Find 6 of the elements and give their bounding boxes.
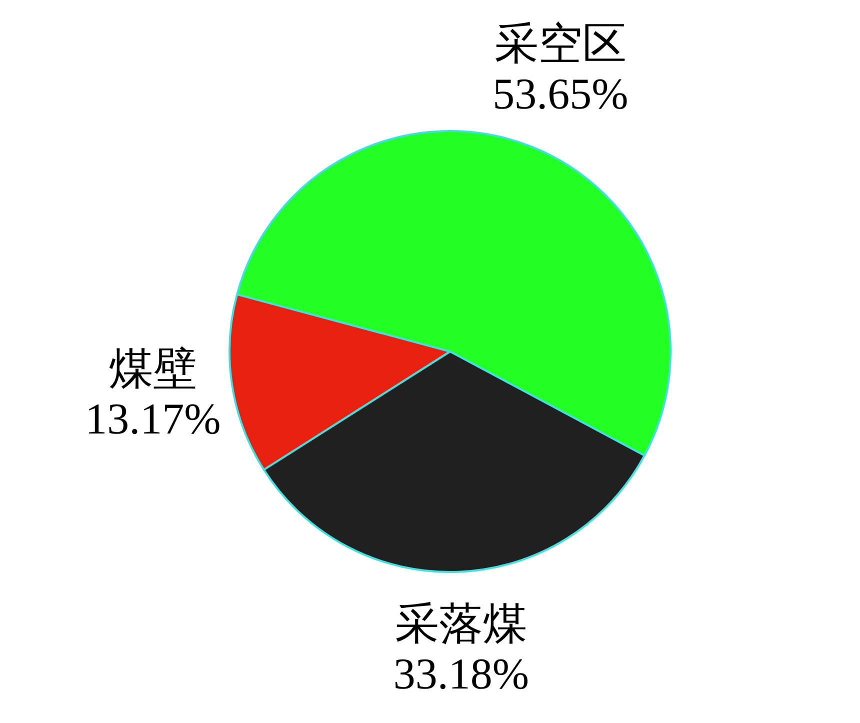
data-label: 33.18%	[393, 649, 530, 698]
data-label: 13.17%	[85, 394, 221, 444]
slice-label: 采落煤	[395, 599, 528, 648]
data-label: 53.65%	[492, 70, 628, 119]
slice-label: 煤壁	[108, 344, 197, 394]
slice-label: 采空区	[494, 20, 626, 69]
